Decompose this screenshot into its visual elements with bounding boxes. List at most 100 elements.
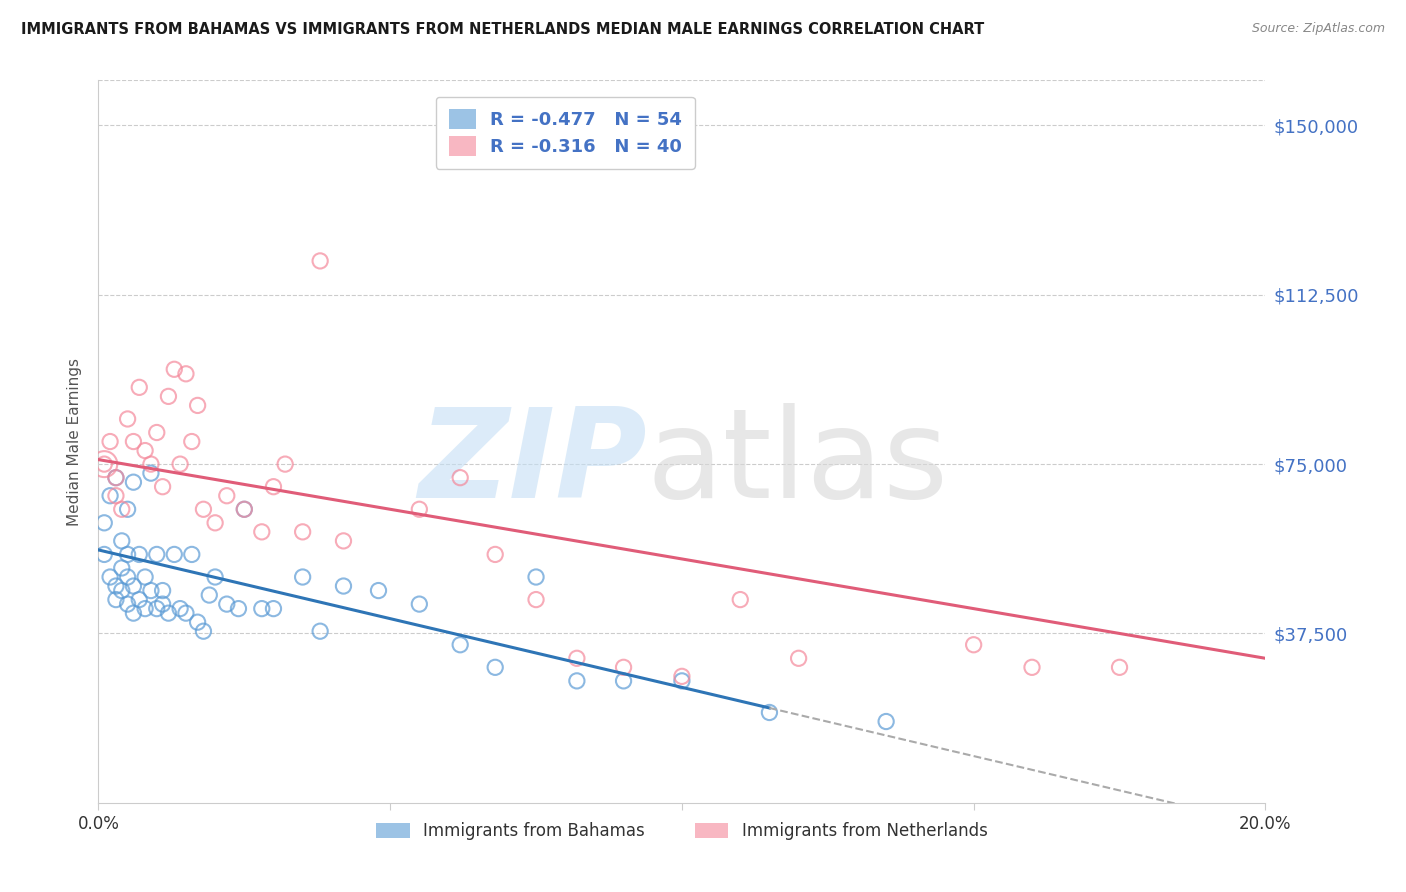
- Point: [122, 579, 145, 593]
- Point: [93, 548, 115, 562]
- Point: [1021, 660, 1043, 674]
- Point: [174, 606, 197, 620]
- Point: [215, 489, 238, 503]
- Point: [104, 470, 127, 484]
- Point: [134, 443, 156, 458]
- Point: [157, 606, 180, 620]
- Point: [139, 466, 162, 480]
- Text: Source: ZipAtlas.com: Source: ZipAtlas.com: [1251, 22, 1385, 36]
- Point: [117, 570, 139, 584]
- Point: [157, 389, 180, 403]
- Point: [152, 583, 174, 598]
- Point: [104, 579, 127, 593]
- Point: [169, 601, 191, 615]
- Point: [309, 624, 332, 639]
- Point: [367, 583, 389, 598]
- Point: [146, 601, 169, 615]
- Point: [117, 548, 139, 562]
- Point: [198, 588, 221, 602]
- Text: IMMIGRANTS FROM BAHAMAS VS IMMIGRANTS FROM NETHERLANDS MEDIAN MALE EARNINGS CORR: IMMIGRANTS FROM BAHAMAS VS IMMIGRANTS FR…: [21, 22, 984, 37]
- Point: [233, 502, 256, 516]
- Point: [250, 524, 273, 539]
- Point: [111, 502, 134, 516]
- Point: [98, 489, 121, 503]
- Point: [204, 516, 226, 530]
- Point: [128, 592, 150, 607]
- Point: [565, 651, 588, 665]
- Point: [524, 592, 547, 607]
- Point: [104, 470, 127, 484]
- Point: [671, 673, 693, 688]
- Point: [228, 601, 250, 615]
- Point: [174, 367, 197, 381]
- Point: [128, 380, 150, 394]
- Point: [152, 480, 174, 494]
- Point: [134, 601, 156, 615]
- Point: [730, 592, 752, 607]
- Point: [671, 669, 693, 683]
- Legend: Immigrants from Bahamas, Immigrants from Netherlands: Immigrants from Bahamas, Immigrants from…: [368, 814, 995, 848]
- Point: [134, 570, 156, 584]
- Point: [274, 457, 297, 471]
- Point: [117, 502, 139, 516]
- Point: [122, 475, 145, 490]
- Point: [962, 638, 984, 652]
- Point: [180, 434, 202, 449]
- Point: [612, 660, 634, 674]
- Point: [187, 615, 209, 630]
- Point: [291, 524, 314, 539]
- Point: [309, 253, 332, 268]
- Point: [122, 434, 145, 449]
- Point: [193, 502, 215, 516]
- Point: [332, 533, 354, 548]
- Point: [111, 583, 134, 598]
- Point: [408, 502, 430, 516]
- Point: [139, 583, 162, 598]
- Point: [233, 502, 256, 516]
- Text: atlas: atlas: [647, 402, 949, 524]
- Point: [117, 412, 139, 426]
- Point: [215, 597, 238, 611]
- Point: [291, 570, 314, 584]
- Point: [180, 548, 202, 562]
- Point: [128, 548, 150, 562]
- Point: [262, 480, 284, 494]
- Point: [449, 638, 471, 652]
- Point: [204, 570, 226, 584]
- Point: [484, 548, 506, 562]
- Point: [98, 434, 121, 449]
- Point: [187, 398, 209, 412]
- Point: [163, 548, 186, 562]
- Point: [449, 470, 471, 484]
- Point: [93, 457, 115, 471]
- Point: [408, 597, 430, 611]
- Point: [111, 533, 134, 548]
- Point: [93, 516, 115, 530]
- Point: [104, 592, 127, 607]
- Point: [193, 624, 215, 639]
- Point: [758, 706, 780, 720]
- Point: [117, 597, 139, 611]
- Point: [169, 457, 191, 471]
- Point: [250, 601, 273, 615]
- Point: [524, 570, 547, 584]
- Point: [612, 673, 634, 688]
- Point: [1108, 660, 1130, 674]
- Point: [875, 714, 897, 729]
- Y-axis label: Median Male Earnings: Median Male Earnings: [67, 358, 83, 525]
- Point: [262, 601, 284, 615]
- Point: [163, 362, 186, 376]
- Point: [104, 489, 127, 503]
- Point: [787, 651, 810, 665]
- Point: [139, 457, 162, 471]
- Point: [98, 570, 121, 584]
- Point: [93, 457, 115, 471]
- Point: [146, 425, 169, 440]
- Point: [111, 561, 134, 575]
- Text: ZIP: ZIP: [418, 402, 647, 524]
- Point: [152, 597, 174, 611]
- Point: [122, 606, 145, 620]
- Point: [484, 660, 506, 674]
- Point: [565, 673, 588, 688]
- Point: [332, 579, 354, 593]
